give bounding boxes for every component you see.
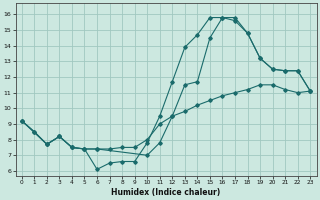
- X-axis label: Humidex (Indice chaleur): Humidex (Indice chaleur): [111, 188, 221, 197]
